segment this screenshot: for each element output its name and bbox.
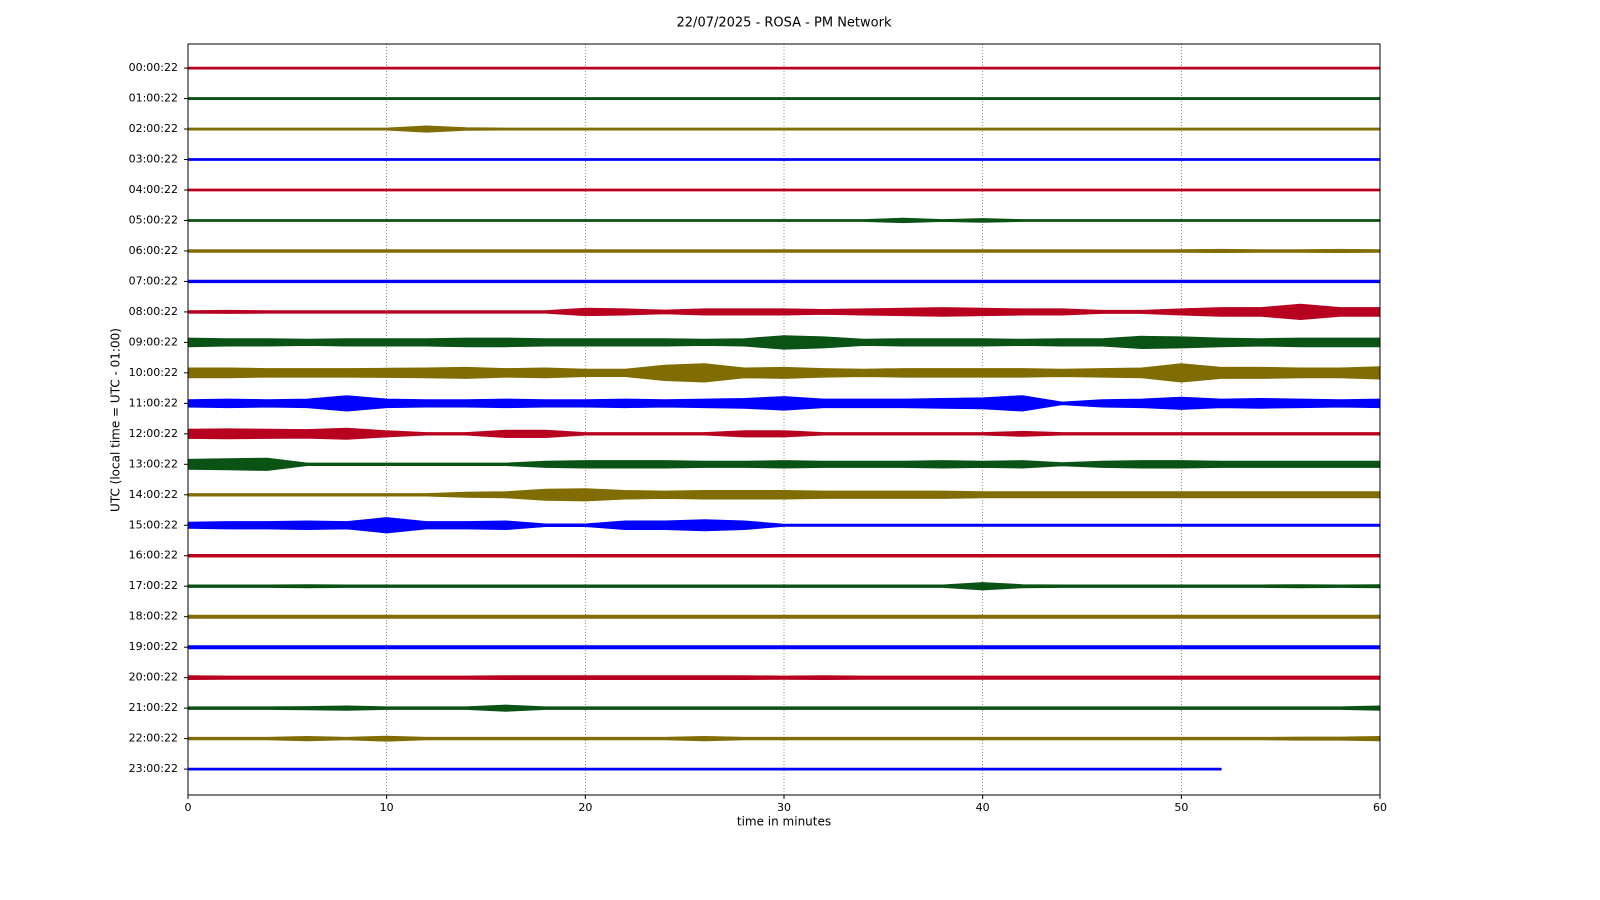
x-tick-label: 50 <box>1174 801 1188 814</box>
trace <box>187 395 1381 412</box>
y-tick-label: 20:00:22 <box>129 671 178 684</box>
y-tick-label: 10:00:22 <box>129 366 178 379</box>
y-tick-label: 22:00:22 <box>129 732 178 745</box>
y-tick-label: 07:00:22 <box>129 274 178 287</box>
y-tick-label: 19:00:22 <box>129 640 178 653</box>
trace <box>187 457 1381 471</box>
x-tick-label: 0 <box>185 801 192 814</box>
x-tick-label: 10 <box>380 801 394 814</box>
trace <box>187 614 1381 619</box>
y-tick-label: 16:00:22 <box>129 549 178 562</box>
trace <box>187 188 1381 192</box>
y-tick-label: 21:00:22 <box>129 701 178 714</box>
y-tick-label: 23:00:22 <box>129 762 178 775</box>
y-tick-label: 09:00:22 <box>129 335 178 348</box>
y-tick-label: 00:00:22 <box>129 61 178 74</box>
y-tick-label: 08:00:22 <box>129 305 178 318</box>
y-tick-label: 11:00:22 <box>129 396 178 409</box>
trace <box>187 554 1381 558</box>
x-tick-label: 30 <box>777 801 791 814</box>
y-tick-label: 04:00:22 <box>129 183 178 196</box>
x-axis-label: time in minutes <box>737 815 831 829</box>
y-tick-label: 17:00:22 <box>129 579 178 592</box>
y-axis-label: UTC (local time = UTC - 01:00) <box>109 328 123 512</box>
trace <box>187 158 1381 161</box>
y-tick-label: 02:00:22 <box>129 122 178 135</box>
trace <box>187 279 1381 284</box>
y-tick-label: 03:00:22 <box>129 153 178 166</box>
y-tick-label: 05:00:22 <box>129 213 178 226</box>
x-tick-label: 60 <box>1373 801 1387 814</box>
plot-frame <box>187 43 1381 796</box>
trace <box>187 248 1381 253</box>
y-tick-label: 18:00:22 <box>129 610 178 623</box>
x-tick-label: 20 <box>578 801 592 814</box>
trace <box>187 767 1222 771</box>
x-tick-label: 40 <box>976 801 990 814</box>
trace <box>187 582 1381 591</box>
y-tick-label: 12:00:22 <box>129 427 178 440</box>
y-tick-label: 06:00:22 <box>129 244 178 257</box>
trace <box>187 363 1381 383</box>
y-tick-label: 01:00:22 <box>129 92 178 105</box>
y-tick-label: 13:00:22 <box>129 457 178 470</box>
trace <box>187 488 1381 502</box>
trace <box>187 66 1381 70</box>
chart-title: 22/07/2025 - ROSA - PM Network <box>677 16 892 31</box>
trace <box>187 335 1381 350</box>
trace <box>187 645 1381 650</box>
y-tick-label: 14:00:22 <box>129 488 178 501</box>
trace <box>187 97 1381 100</box>
trace <box>187 675 1381 680</box>
y-tick-label: 15:00:22 <box>129 518 178 531</box>
